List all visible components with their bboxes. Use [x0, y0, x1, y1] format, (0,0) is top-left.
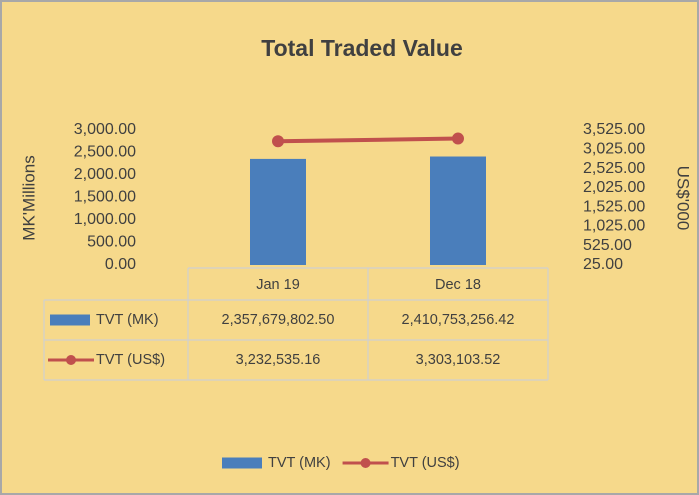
y-tick-label: 2,500.00: [74, 144, 136, 161]
y2-tick-label: 25.00: [583, 256, 623, 273]
table-cell: 3,303,103.52: [416, 352, 501, 368]
table-row-label: TVT (MK): [96, 312, 159, 328]
x-tick-label: Jan 19: [256, 277, 300, 293]
bar: [250, 158, 306, 265]
legend-key: [66, 355, 76, 365]
data-table: [43, 267, 549, 381]
y-tick-label: 500.00: [87, 234, 136, 251]
y2-axis-title: US$'000: [674, 166, 693, 231]
y2-tick-label: 1,525.00: [583, 198, 645, 215]
y2-tick-label: 3,025.00: [583, 141, 645, 158]
line: [277, 136, 459, 144]
table-cell: 2,410,753,256.42: [402, 312, 515, 328]
y2-tick-label: 525.00: [583, 237, 632, 254]
y-tick-label: 3,000.00: [74, 121, 136, 138]
legend-key: [50, 314, 90, 326]
legend-key: [222, 457, 262, 469]
marker: [272, 135, 284, 148]
bar: [430, 156, 486, 265]
y2-tick-label: 2,025.00: [583, 179, 645, 196]
y-tick-label: 1,500.00: [74, 189, 136, 206]
y2-tick-label: 1,025.00: [583, 218, 645, 235]
marker: [452, 132, 464, 145]
table-cell: 3,232,535.16: [236, 352, 321, 368]
table-cell: 2,357,679,802.50: [222, 312, 335, 328]
table-row-label: TVT (US$): [96, 352, 165, 368]
legend-key: [360, 458, 371, 468]
x-tick-label: Dec 18: [435, 277, 481, 293]
y2-tick-label: 3,525.00: [583, 121, 645, 138]
legend-label: TVT (US$): [391, 455, 460, 471]
legend-label: TVT (MK): [268, 455, 331, 471]
y-tick-label: 1,000.00: [74, 211, 136, 228]
chart-title: Total Traded Value: [261, 35, 463, 61]
y-tick-label: 2,000.00: [74, 166, 136, 183]
y-tick-label: 0.00: [105, 256, 136, 273]
y2-tick-label: 2,525.00: [583, 160, 645, 177]
y-axis-title: MK'Millions: [19, 155, 38, 240]
